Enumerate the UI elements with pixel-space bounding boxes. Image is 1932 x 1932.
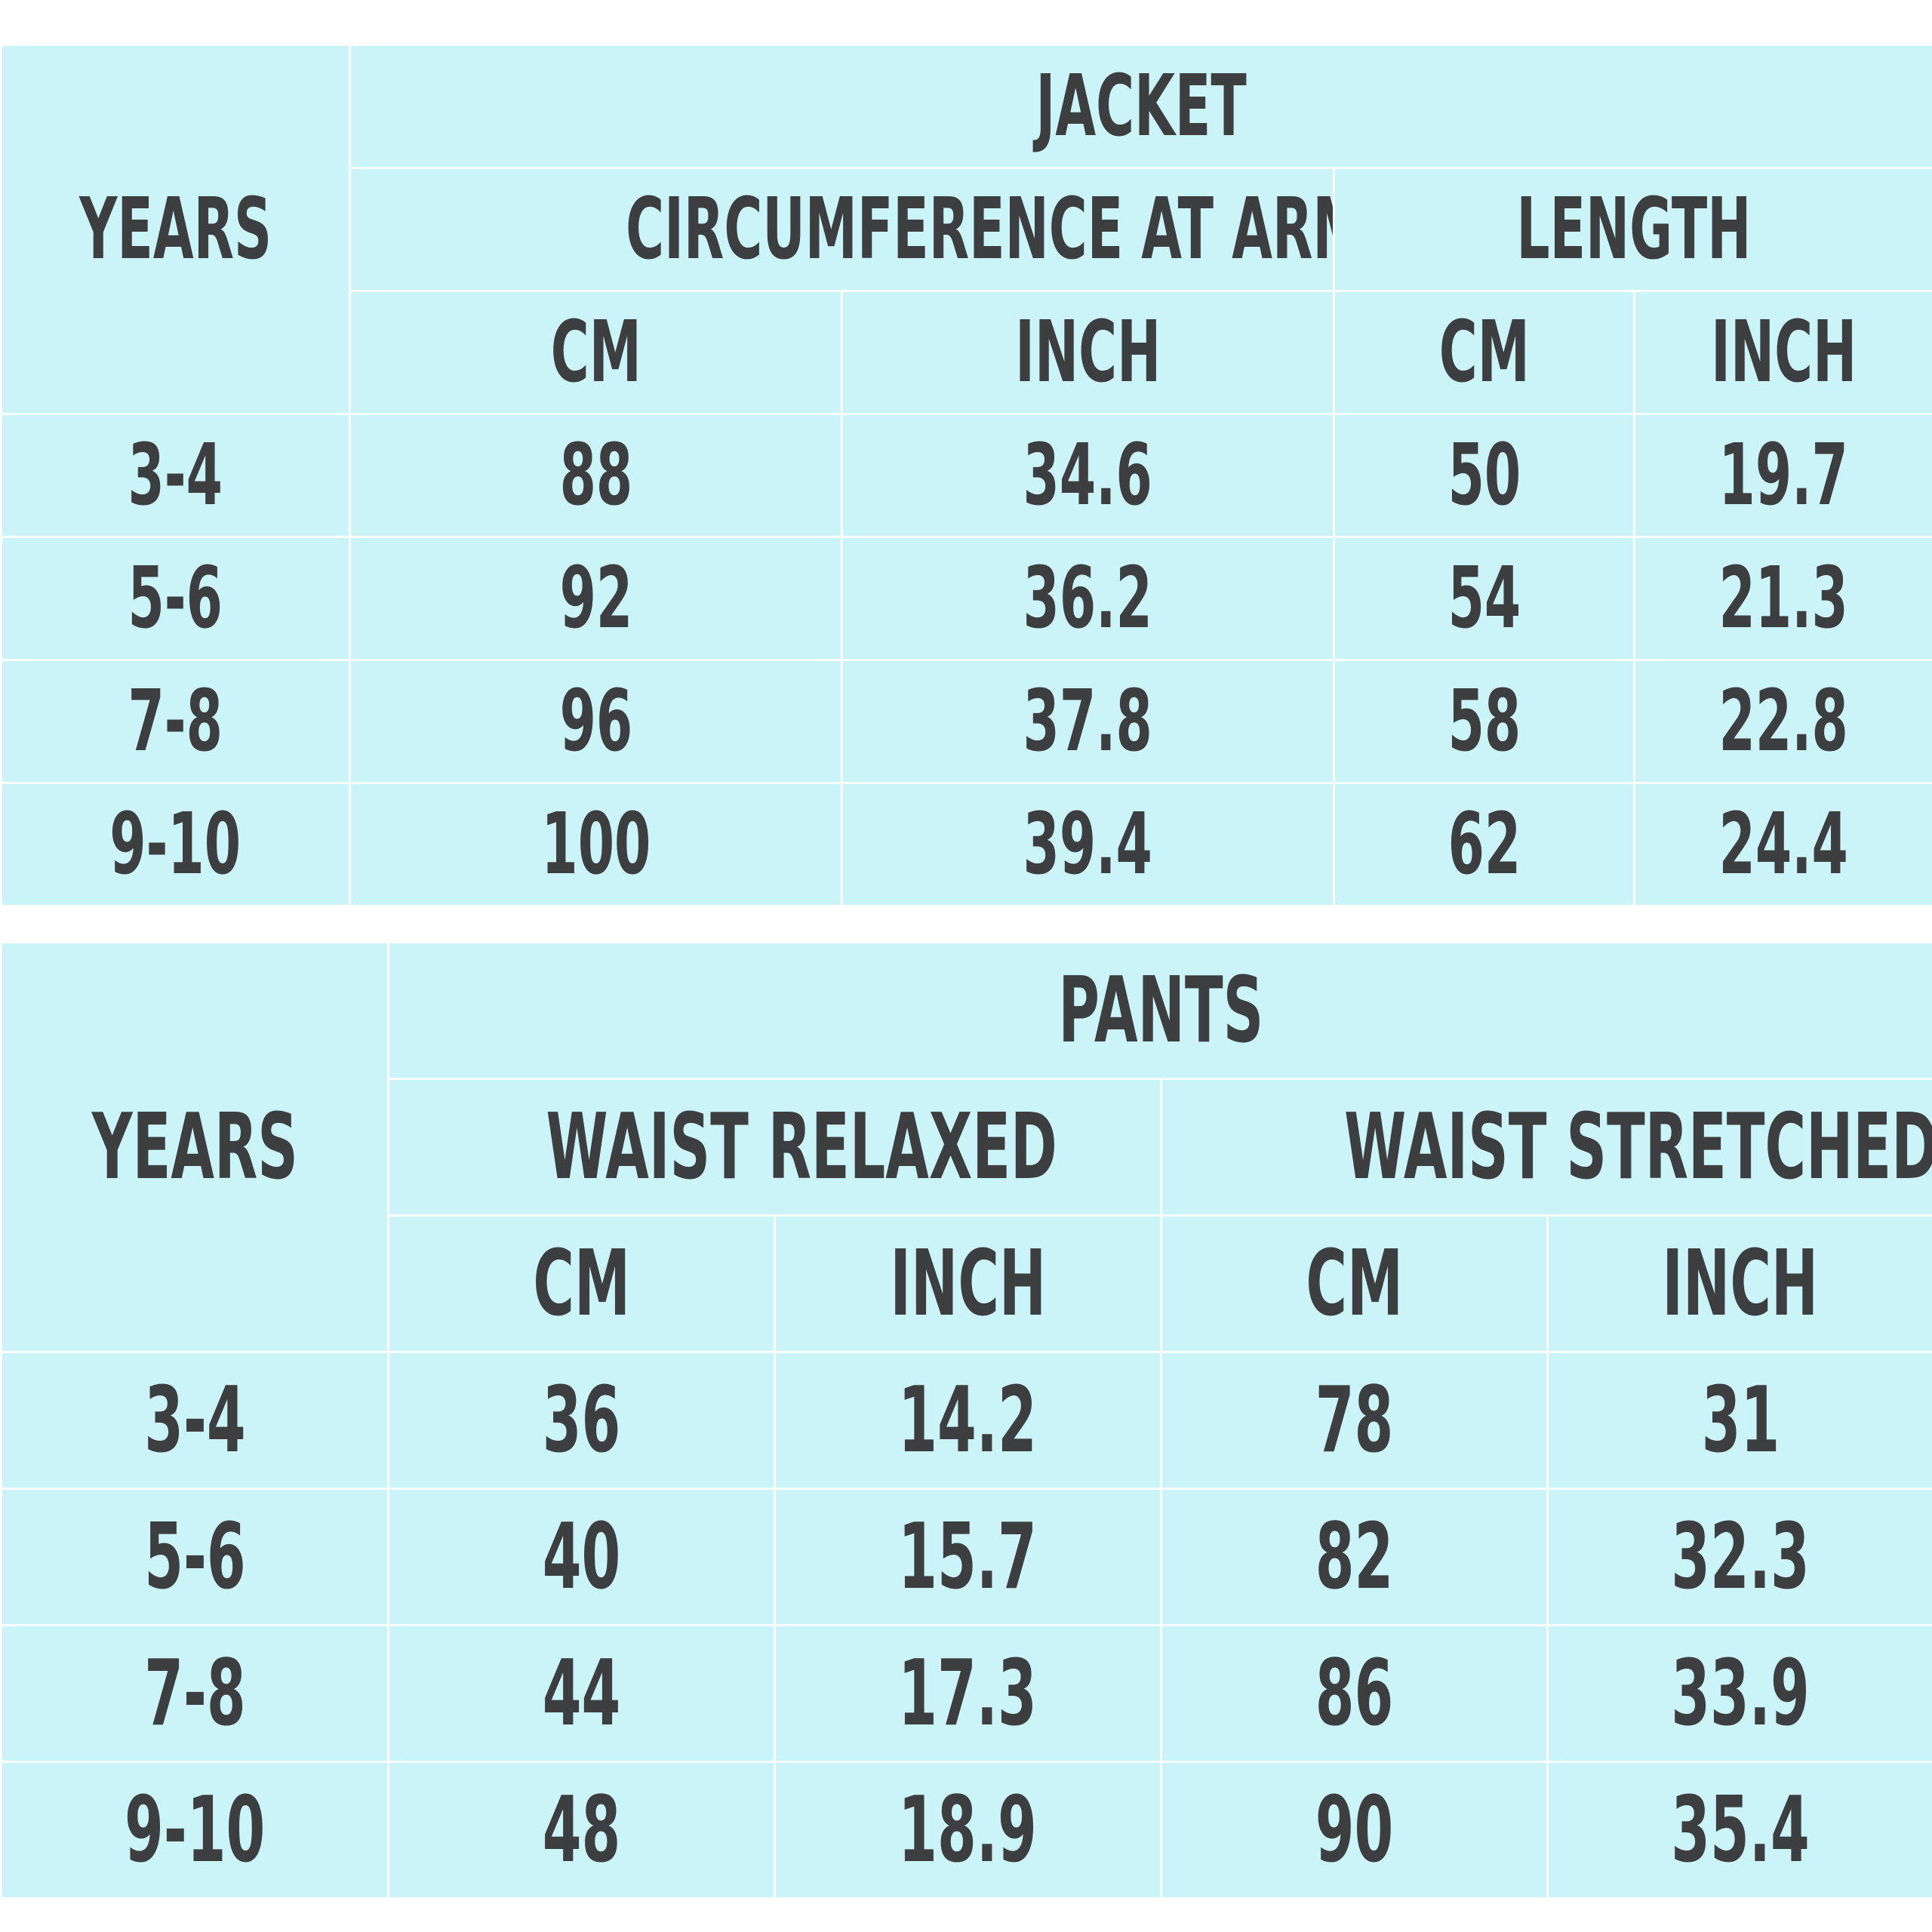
pants-title: PANTS	[386, 941, 1932, 1080]
value-cell: 100	[349, 782, 843, 907]
jacket-unit-inch: INCH	[841, 290, 1335, 415]
value-cell: 32.3	[1546, 1487, 1932, 1626]
jacket-group-length: LENGTH	[1333, 167, 1932, 292]
jacket-years-header: YEARS	[0, 44, 351, 415]
value-cell: 18.9	[774, 1761, 1162, 1900]
jacket-size-table: YEARS JACKET CIRCUMFERENCE AT ARMHOLE LE…	[0, 44, 1932, 907]
pants-years-header: YEARS	[0, 941, 389, 1353]
value-cell: 92	[349, 536, 843, 661]
value-cell: 58	[1333, 659, 1635, 784]
value-cell: 48	[387, 1761, 776, 1900]
jacket-title: JACKET	[349, 44, 1932, 169]
value-cell: 44	[387, 1624, 776, 1763]
table-row: 3-4 88 34.6 50 19.7	[0, 413, 1932, 538]
table-row: 9-10 100 39.4 62 24.4	[0, 782, 1932, 907]
pants-unit-inch: INCH	[774, 1214, 1162, 1353]
value-cell: 19.7	[1633, 413, 1932, 538]
value-cell: 24.4	[1633, 782, 1932, 907]
value-cell: 62	[1333, 782, 1635, 907]
years-cell: 7-8	[0, 659, 351, 784]
years-cell: 3-4	[0, 413, 351, 538]
value-cell: 40	[387, 1487, 776, 1626]
jacket-unit-cm: CM	[1333, 290, 1635, 415]
value-cell: 21.3	[1633, 536, 1932, 661]
value-cell: 22.8	[1633, 659, 1932, 784]
value-cell: 86	[1160, 1624, 1549, 1763]
value-cell: 34.6	[841, 413, 1335, 538]
years-cell: 5-6	[0, 536, 351, 661]
value-cell: 31	[1546, 1351, 1932, 1490]
value-cell: 54	[1333, 536, 1635, 661]
table-row: 5-6 40 15.7 82 32.3	[0, 1487, 1932, 1626]
jacket-unit-cm: CM	[349, 290, 843, 415]
pants-group-waist-relaxed: WAIST RELAXED	[387, 1078, 1162, 1217]
table-row: 9-10 48 18.9 90 35.4	[0, 1761, 1932, 1900]
years-cell: 9-10	[0, 782, 351, 907]
value-cell: 82	[1160, 1487, 1549, 1626]
value-cell: 96	[349, 659, 843, 784]
value-cell: 37.8	[841, 659, 1335, 784]
years-cell: 9-10	[0, 1761, 389, 1900]
pants-unit-cm: CM	[387, 1214, 776, 1353]
years-cell: 7-8	[0, 1624, 389, 1763]
table-row: 7-8 44 17.3 86 33.9	[0, 1624, 1932, 1763]
jacket-unit-inch: INCH	[1633, 290, 1932, 415]
value-cell: 33.9	[1546, 1624, 1932, 1763]
value-cell: 50	[1333, 413, 1635, 538]
years-cell: 5-6	[0, 1487, 389, 1626]
value-cell: 36	[387, 1351, 776, 1490]
jacket-group-circumference: CIRCUMFERENCE AT ARMHOLE	[349, 167, 1335, 292]
value-cell: 78	[1160, 1351, 1549, 1490]
value-cell: 90	[1160, 1761, 1549, 1900]
pants-group-waist-stretched: WAIST STRETCHED	[1159, 1078, 1932, 1217]
table-row: 3-4 36 14.2 78 31	[0, 1351, 1932, 1490]
value-cell: 36.2	[841, 536, 1335, 661]
pants-size-table: YEARS PANTS WAIST RELAXED WAIST STRETCHE…	[0, 941, 1932, 1900]
value-cell: 39.4	[841, 782, 1335, 907]
value-cell: 88	[349, 413, 843, 538]
value-cell: 17.3	[774, 1624, 1162, 1763]
value-cell: 14.2	[774, 1351, 1162, 1490]
pants-unit-cm: CM	[1160, 1214, 1549, 1353]
years-cell: 3-4	[0, 1351, 389, 1490]
pants-unit-inch: INCH	[1546, 1214, 1932, 1353]
table-row: 5-6 92 36.2 54 21.3	[0, 536, 1932, 661]
value-cell: 35.4	[1546, 1761, 1932, 1900]
table-row: 7-8 96 37.8 58 22.8	[0, 659, 1932, 784]
value-cell: 15.7	[774, 1487, 1162, 1626]
